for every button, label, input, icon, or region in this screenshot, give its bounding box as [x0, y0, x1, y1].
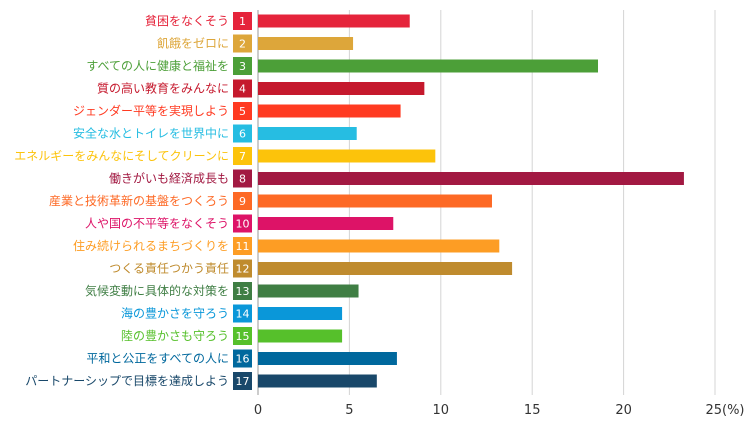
goal-number: 8 [239, 173, 246, 186]
x-tick-label: 0 [254, 403, 262, 418]
goal-number-badge [233, 102, 252, 120]
goal-number-badge [233, 349, 252, 368]
goal-number: 14 [236, 308, 250, 321]
goal-number: 17 [236, 375, 250, 388]
goal-number-badge [233, 169, 252, 188]
goal-number: 3 [239, 60, 246, 73]
goal-number: 5 [239, 105, 246, 118]
goal-number-badge [233, 259, 252, 278]
category-label: 陸の豊かさも守ろう [121, 329, 229, 343]
goal-number-badge [233, 372, 252, 390]
category-label: ジェンダー平等を実現しよう [73, 103, 229, 118]
category-label: エネルギーをみんなにそしてクリーンに [14, 149, 229, 163]
bar [258, 352, 397, 365]
goal-number: 15 [236, 330, 250, 343]
category-label: すべての人に健康と福祉を [86, 58, 229, 73]
bar [258, 329, 343, 343]
bar [258, 239, 500, 253]
bar [258, 374, 377, 388]
x-tick-label: 5 [345, 403, 353, 418]
category-label: つくる責任つかう責任 [109, 262, 229, 276]
goal-number-badge [233, 79, 252, 98]
category-label: 貧困をなくそう [145, 14, 229, 28]
category-label: 飢餓をゼロに [157, 36, 229, 51]
goal-number-badge [233, 327, 252, 345]
goal-number-badge [233, 282, 252, 300]
category-label: 安全な水とトイレを世界中に [73, 126, 229, 141]
goal-number: 16 [236, 353, 250, 366]
goal-number-badge [233, 124, 252, 143]
x-tick-label: 20 [615, 403, 632, 418]
category-label: パートナーシップで目標を達成しよう [25, 374, 229, 388]
bar [258, 217, 394, 230]
goal-number: 11 [236, 240, 250, 253]
bar [258, 307, 343, 320]
goal-number: 12 [236, 263, 250, 276]
bar [258, 104, 401, 118]
goal-number-badge [233, 57, 252, 75]
goal-number: 9 [239, 195, 246, 208]
category-label: 人や国の不平等をなくそう [85, 217, 229, 231]
bar [258, 284, 359, 298]
bar [258, 127, 357, 140]
goal-number-badge [233, 304, 252, 323]
bar [258, 149, 436, 163]
goal-number: 6 [239, 128, 246, 141]
bar [258, 262, 513, 275]
category-label: 質の高い教育をみんなに [97, 81, 229, 96]
bar [258, 59, 599, 73]
goal-number-badge [233, 214, 252, 233]
goal-number: 10 [236, 218, 250, 231]
category-label: 産業と技術革新の基盤をつくろう [49, 193, 229, 208]
goal-number: 4 [239, 83, 246, 96]
bar [258, 194, 492, 208]
category-label: 気候変動に具体的な対策を [85, 283, 229, 298]
goal-number-badge [233, 147, 252, 165]
goal-number-badge [233, 12, 252, 30]
category-label: 平和と公正をすべての人に [86, 352, 229, 366]
x-tick-label: 25(%) [705, 403, 744, 418]
bar [258, 82, 425, 95]
bar [258, 14, 410, 28]
goal-number: 1 [239, 15, 246, 28]
bar [258, 37, 354, 50]
goal-number-badge [233, 34, 252, 53]
goal-number: 2 [239, 38, 246, 51]
goal-number: 7 [239, 150, 246, 163]
x-tick-label: 10 [433, 403, 450, 418]
bar [258, 172, 684, 185]
goal-number-badge [233, 237, 252, 255]
category-label: 働きがいも経済成長も [109, 171, 229, 186]
x-tick-label: 15 [524, 403, 541, 418]
category-label: 住み続けられるまちづくりを [73, 239, 229, 253]
category-label: 海の豊かさを守ろう [121, 306, 229, 321]
goal-number: 13 [236, 285, 250, 298]
goal-number-badge [233, 192, 252, 210]
